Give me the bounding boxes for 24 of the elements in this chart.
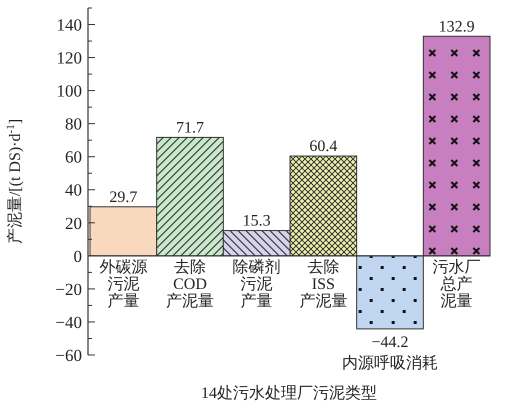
y-tick-label: −40 <box>55 312 82 332</box>
y-tick-label: 40 <box>65 180 82 200</box>
y-tick-label: −60 <box>55 346 82 365</box>
x-tick-label: 去除 ISS 产泥量 <box>299 258 348 310</box>
y-tick-label: 80 <box>65 114 82 134</box>
y-tick-label: 120 <box>56 48 82 68</box>
y-tick-label: −20 <box>55 280 82 299</box>
data-label: 132.9 <box>438 18 475 36</box>
data-label: 71.7 <box>176 119 204 136</box>
y-tick-label: 0 <box>74 246 82 266</box>
y-tick-label: 60 <box>65 148 82 167</box>
x-axis-title: 14处污水处理厂污泥类型 <box>201 384 377 402</box>
x-tick-label: 去除 COD 产泥量 <box>166 258 214 310</box>
y-tick-label: 20 <box>65 214 82 233</box>
y-tick-label: 140 <box>56 15 82 34</box>
x-tick-label: 内源呼吸消耗 <box>342 354 438 372</box>
data-label: 29.7 <box>109 188 138 206</box>
x-tick-label: 除磷剂污泥产量 <box>232 258 281 310</box>
data-label: 60.4 <box>309 138 338 156</box>
x-tick-label: 外碳源污泥产量 <box>99 258 148 310</box>
data-label: −44.2 <box>371 334 409 351</box>
data-label: 15.3 <box>242 212 271 230</box>
y-tick-label: 100 <box>56 82 82 101</box>
x-tick-label: 污水厂总产泥量 <box>432 258 481 310</box>
